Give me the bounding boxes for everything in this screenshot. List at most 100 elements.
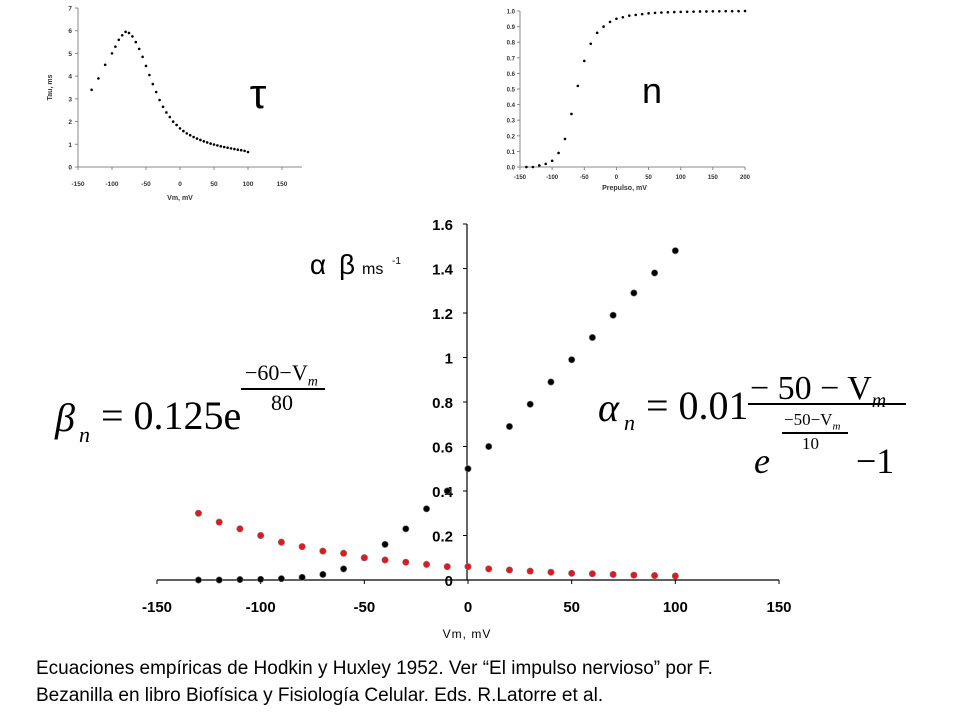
alpha-beta-chart: 00.20.40.60.811.21.41.6-150 -100 -50 0 50 100… — [142, 217, 792, 641]
n-y-tick-label: 0.0 — [507, 166, 516, 172]
alpha-data-point — [651, 269, 659, 277]
n-data-point — [679, 10, 683, 14]
tau-data-point — [144, 64, 148, 68]
beta-data-point — [526, 567, 534, 575]
main-x-tick-label: -100 — [246, 599, 276, 616]
tau-y-tick-label: 3 — [68, 96, 72, 103]
beta-data-point — [671, 572, 679, 580]
n-data-point — [602, 25, 605, 28]
tau-data-point — [131, 35, 134, 38]
n-x-axis-label: Prepulso, mV — [602, 185, 647, 192]
tau-data-point — [205, 141, 209, 144]
alpha-data-point — [381, 540, 389, 548]
tau-y-tick-label: 7 — [68, 6, 72, 13]
tau-y-tick-label: 6 — [68, 28, 72, 35]
alpha-data-point — [236, 576, 244, 584]
tau-data-point — [199, 138, 202, 142]
n-x-tick-label: -150 — [514, 175, 527, 181]
tau-data-point — [161, 105, 165, 109]
alpha-rhs: = 0.01 — [646, 383, 749, 428]
main-y-label-unit: ms — [362, 261, 383, 278]
tau-data-point — [192, 135, 195, 139]
tau-data-point — [188, 133, 192, 137]
n-x-tick-label: 100 — [676, 175, 687, 181]
n-data-point — [615, 17, 618, 21]
main-x-tick-label: 50 — [563, 599, 580, 616]
alpha-data-point — [505, 422, 513, 430]
main-x-tick-label: -50 — [353, 599, 375, 616]
n-data-point — [576, 84, 580, 88]
alpha-data-point — [671, 247, 679, 255]
beta-data-point — [609, 570, 617, 578]
beta-data-point — [236, 525, 244, 533]
tau-data-point — [202, 140, 206, 143]
alpha-fraction-line — [748, 403, 906, 405]
tau-data-point — [229, 147, 233, 150]
tau-x-tick-label: 0 — [178, 181, 182, 188]
main-y-label-beta: β — [339, 249, 355, 280]
tau-data-point — [97, 77, 100, 80]
tau-data-point — [90, 88, 93, 92]
tau-data-point — [236, 148, 240, 152]
tau-y-axis-label: Tau, ms — [47, 74, 54, 100]
caption-line-1: Ecuaciones empíricas de Hodkin y Huxley … — [36, 658, 713, 679]
beta-data-point — [360, 554, 368, 562]
tau-data-point — [141, 55, 144, 59]
main-y-tick-label: 1.4 — [432, 262, 454, 279]
beta-data-point — [381, 556, 389, 564]
alpha-data-point — [340, 565, 348, 573]
n-y-tick-label: 0.1 — [507, 150, 516, 156]
beta-data-point — [547, 568, 555, 576]
beta-exp-denominator: 80 — [271, 390, 293, 415]
n-data-point — [634, 13, 638, 17]
n-x-tick-label: 0 — [615, 175, 619, 181]
tau-data-point — [151, 82, 155, 86]
n-data-point — [563, 137, 567, 141]
alpha-equation: α n = 0.01 − 50 − Vm e −50−Vm 10 −1 — [598, 370, 918, 481]
tau-data-point — [171, 120, 175, 123]
n-data-point — [692, 10, 695, 13]
beta-data-point — [194, 509, 202, 517]
beta-subscript: n — [79, 422, 90, 447]
tau-x-tick-label: 150 — [277, 181, 288, 188]
beta-data-point — [215, 518, 223, 526]
alpha-symbol: α — [598, 385, 619, 430]
n-y-tick-label: 0.9 — [507, 25, 516, 31]
main-y-tick-label: 0 — [445, 573, 453, 590]
tau-data-point — [226, 146, 229, 149]
beta-rhs: = 0.125e — [101, 393, 242, 438]
beta-data-point — [505, 566, 513, 574]
n-data-point — [544, 162, 548, 166]
n-y-tick-label: 0.3 — [507, 119, 516, 125]
tau-data-point — [154, 90, 158, 94]
beta-data-point — [568, 569, 576, 577]
main-y-tick-label: 0.2 — [432, 529, 453, 546]
tau-symbol-annotation: τ — [250, 70, 267, 117]
tau-data-point — [110, 52, 114, 55]
main-x-axis-label: Vm, mV — [443, 627, 492, 641]
tau-data-point — [134, 40, 138, 44]
tau-data-point — [212, 143, 216, 146]
beta-data-point — [464, 563, 472, 571]
beta-equation: β n = 0.125e −60−Vm 80 — [55, 360, 355, 447]
tau-data-point — [195, 137, 199, 140]
tau-x-tick-label: -150 — [71, 181, 84, 188]
main-y-label-alpha: α — [310, 249, 326, 280]
caption-line-2: Bezanilla en libro Biofísica y Fisiologí… — [36, 685, 604, 706]
n-y-tick-label: 0.6 — [507, 72, 516, 78]
beta-exp-fraction-line — [241, 388, 325, 390]
beta-data-point — [443, 563, 451, 571]
n-x-tick-label: -100 — [546, 175, 559, 181]
tau-data-point — [209, 142, 212, 145]
alpha-data-point — [568, 356, 576, 364]
alpha-data-point — [402, 525, 410, 533]
n-symbol-annotation: n — [642, 70, 662, 111]
beta-exp-numerator: −60−Vm — [245, 360, 318, 390]
n-x-tick-label: 50 — [645, 175, 652, 181]
tau-data-point — [137, 47, 141, 51]
n-data-point — [666, 10, 670, 14]
tau-data-point — [222, 145, 226, 149]
tau-data-point — [114, 45, 117, 48]
n-data-point — [653, 11, 657, 15]
n-data-point — [537, 164, 541, 167]
